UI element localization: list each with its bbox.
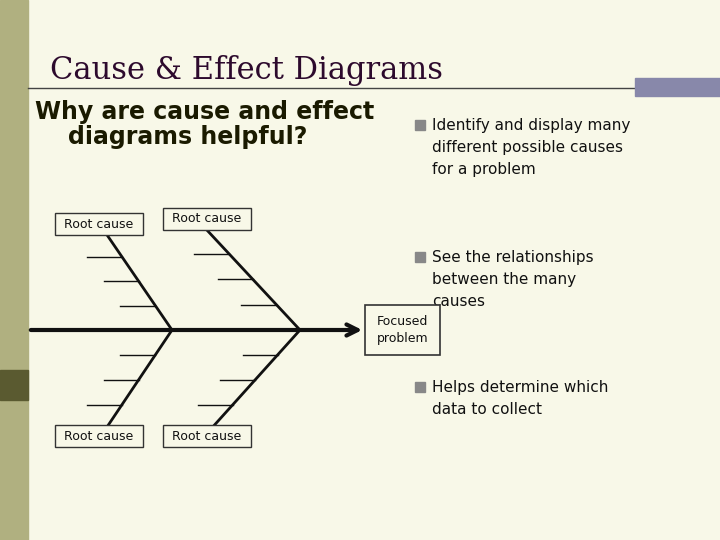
Bar	[163, 208, 251, 230]
Text: Identify and display many
different possible causes
for a problem: Identify and display many different poss…	[432, 118, 631, 178]
Bar	[163, 425, 251, 447]
Bar	[415, 252, 425, 262]
Text: Cause & Effect Diagrams: Cause & Effect Diagrams	[50, 55, 443, 86]
Text: Root cause: Root cause	[172, 429, 242, 442]
Bar	[415, 382, 425, 392]
Bar	[365, 305, 440, 355]
Text: Helps determine which
data to collect: Helps determine which data to collect	[432, 380, 608, 417]
Bar	[55, 425, 143, 447]
Text: Why are cause and effect: Why are cause and effect	[35, 100, 374, 124]
Bar	[0, 0, 28, 540]
Text: Root cause: Root cause	[64, 218, 134, 231]
Text: Root cause: Root cause	[64, 429, 134, 442]
Bar	[415, 120, 425, 130]
Bar	[0, 370, 28, 400]
Text: Focused
problem: Focused problem	[377, 315, 428, 345]
Text: See the relationships
between the many
causes: See the relationships between the many c…	[432, 250, 593, 309]
Text: diagrams helpful?: diagrams helpful?	[35, 125, 307, 149]
Bar	[55, 213, 143, 235]
Bar	[635, 78, 720, 96]
Text: Root cause: Root cause	[172, 213, 242, 226]
